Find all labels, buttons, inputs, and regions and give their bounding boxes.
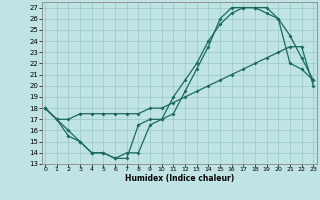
X-axis label: Humidex (Indice chaleur): Humidex (Indice chaleur)	[124, 174, 234, 183]
